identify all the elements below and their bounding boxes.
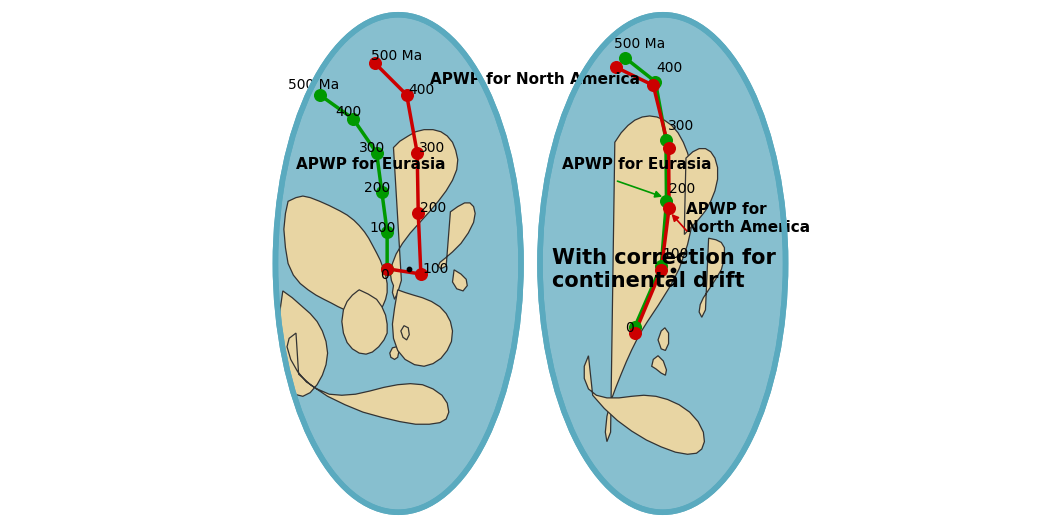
Text: With correction for
continental drift: With correction for continental drift	[552, 248, 776, 291]
Point	[626, 329, 643, 337]
Polygon shape	[452, 270, 467, 291]
Point	[658, 197, 675, 206]
Point	[410, 209, 427, 218]
Point	[660, 143, 677, 152]
Text: 400: 400	[656, 61, 682, 75]
Point	[366, 59, 383, 67]
Polygon shape	[651, 356, 666, 375]
Polygon shape	[390, 130, 457, 299]
Point	[658, 135, 675, 144]
Point	[653, 266, 669, 274]
Point	[379, 265, 396, 273]
Polygon shape	[288, 333, 449, 424]
Point	[408, 149, 425, 157]
Text: 200: 200	[420, 201, 446, 215]
Polygon shape	[277, 291, 328, 396]
Polygon shape	[606, 116, 694, 442]
Text: 500 Ma: 500 Ma	[613, 37, 665, 51]
Text: 500 Ma: 500 Ma	[371, 50, 422, 63]
Text: APWP for Eurasia: APWP for Eurasia	[562, 157, 712, 172]
Point	[398, 91, 415, 99]
Text: 100: 100	[370, 221, 396, 235]
Polygon shape	[438, 203, 475, 269]
Text: APWP for North America: APWP for North America	[431, 72, 641, 87]
Text: 200: 200	[668, 182, 695, 196]
Ellipse shape	[276, 15, 521, 512]
Polygon shape	[684, 149, 717, 235]
Point	[653, 262, 669, 270]
Text: 300: 300	[360, 141, 385, 154]
Point	[608, 63, 625, 72]
Point	[661, 204, 678, 212]
Text: 100: 100	[662, 247, 689, 261]
Text: 0: 0	[380, 268, 389, 282]
Polygon shape	[401, 326, 410, 340]
Text: 400: 400	[335, 105, 362, 119]
Point	[647, 77, 664, 86]
Point	[616, 54, 633, 62]
Polygon shape	[284, 196, 387, 317]
Point	[368, 149, 385, 157]
Point	[311, 91, 328, 99]
Text: 300: 300	[667, 119, 694, 133]
Point	[645, 81, 662, 90]
Text: 300: 300	[419, 141, 445, 154]
Ellipse shape	[540, 15, 785, 512]
Polygon shape	[389, 347, 399, 359]
Polygon shape	[342, 290, 387, 354]
Point	[345, 114, 362, 123]
Text: 400: 400	[408, 83, 435, 96]
Point	[413, 270, 430, 278]
Point	[379, 228, 396, 236]
Polygon shape	[699, 238, 725, 317]
Polygon shape	[658, 328, 668, 350]
Point	[401, 265, 418, 273]
Point	[379, 265, 396, 273]
Point	[373, 188, 390, 197]
Text: 0: 0	[625, 320, 634, 335]
Polygon shape	[393, 290, 452, 366]
Text: 100: 100	[422, 262, 449, 276]
Point	[626, 323, 643, 331]
Text: 500 Ma: 500 Ma	[289, 79, 340, 92]
Polygon shape	[585, 356, 705, 454]
Text: 200: 200	[365, 181, 390, 195]
Text: APWP for
North America: APWP for North America	[686, 202, 811, 235]
Text: APWP for Eurasia: APWP for Eurasia	[296, 157, 446, 172]
Point	[664, 266, 681, 275]
